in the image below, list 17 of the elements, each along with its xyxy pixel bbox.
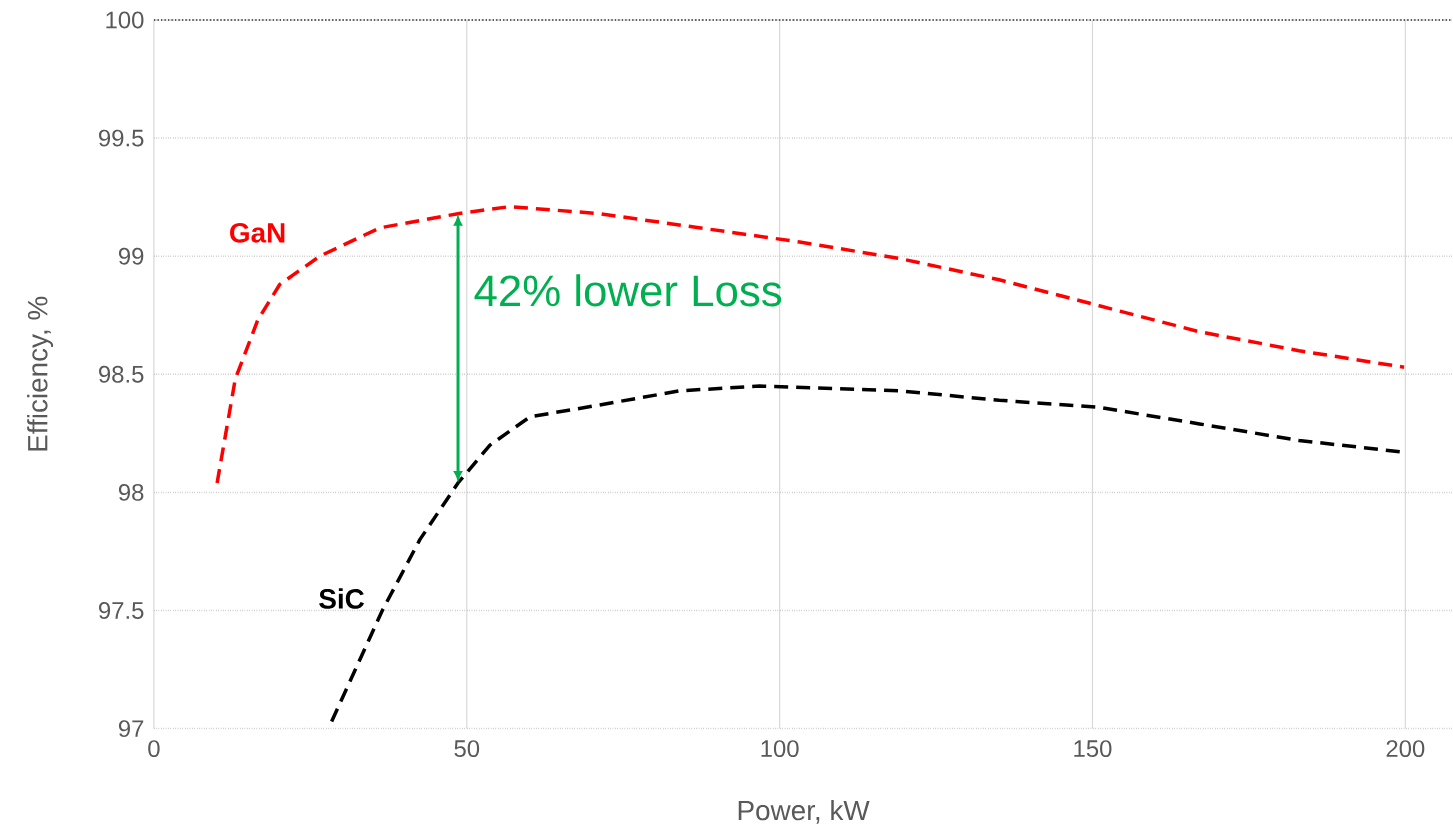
x-tick-label: 50 <box>454 740 480 758</box>
y-tick-label: 97.5 <box>99 602 144 620</box>
y-tick-label: 98.5 <box>99 366 144 383</box>
x-tick-label: 100 <box>761 740 799 758</box>
annotation: 42% lower Loss <box>474 274 782 307</box>
series-label: GaN <box>230 223 285 243</box>
x-tick-label: 150 <box>1074 740 1112 758</box>
y-tick-label: 99.5 <box>99 129 144 147</box>
y-tick-label: 100 <box>106 11 144 29</box>
y-axis-title: Efficiency, % <box>27 297 54 451</box>
x-tick-label: 0 <box>148 740 160 758</box>
y-tick-label: 98 <box>118 484 144 502</box>
y-tick-label: 99 <box>118 247 144 265</box>
x-tick-label: 200 <box>1386 740 1425 758</box>
x-axis-title: Power, kW <box>738 800 870 824</box>
series-label: SiC <box>319 588 365 609</box>
y-tick-label: 97 <box>118 720 144 738</box>
